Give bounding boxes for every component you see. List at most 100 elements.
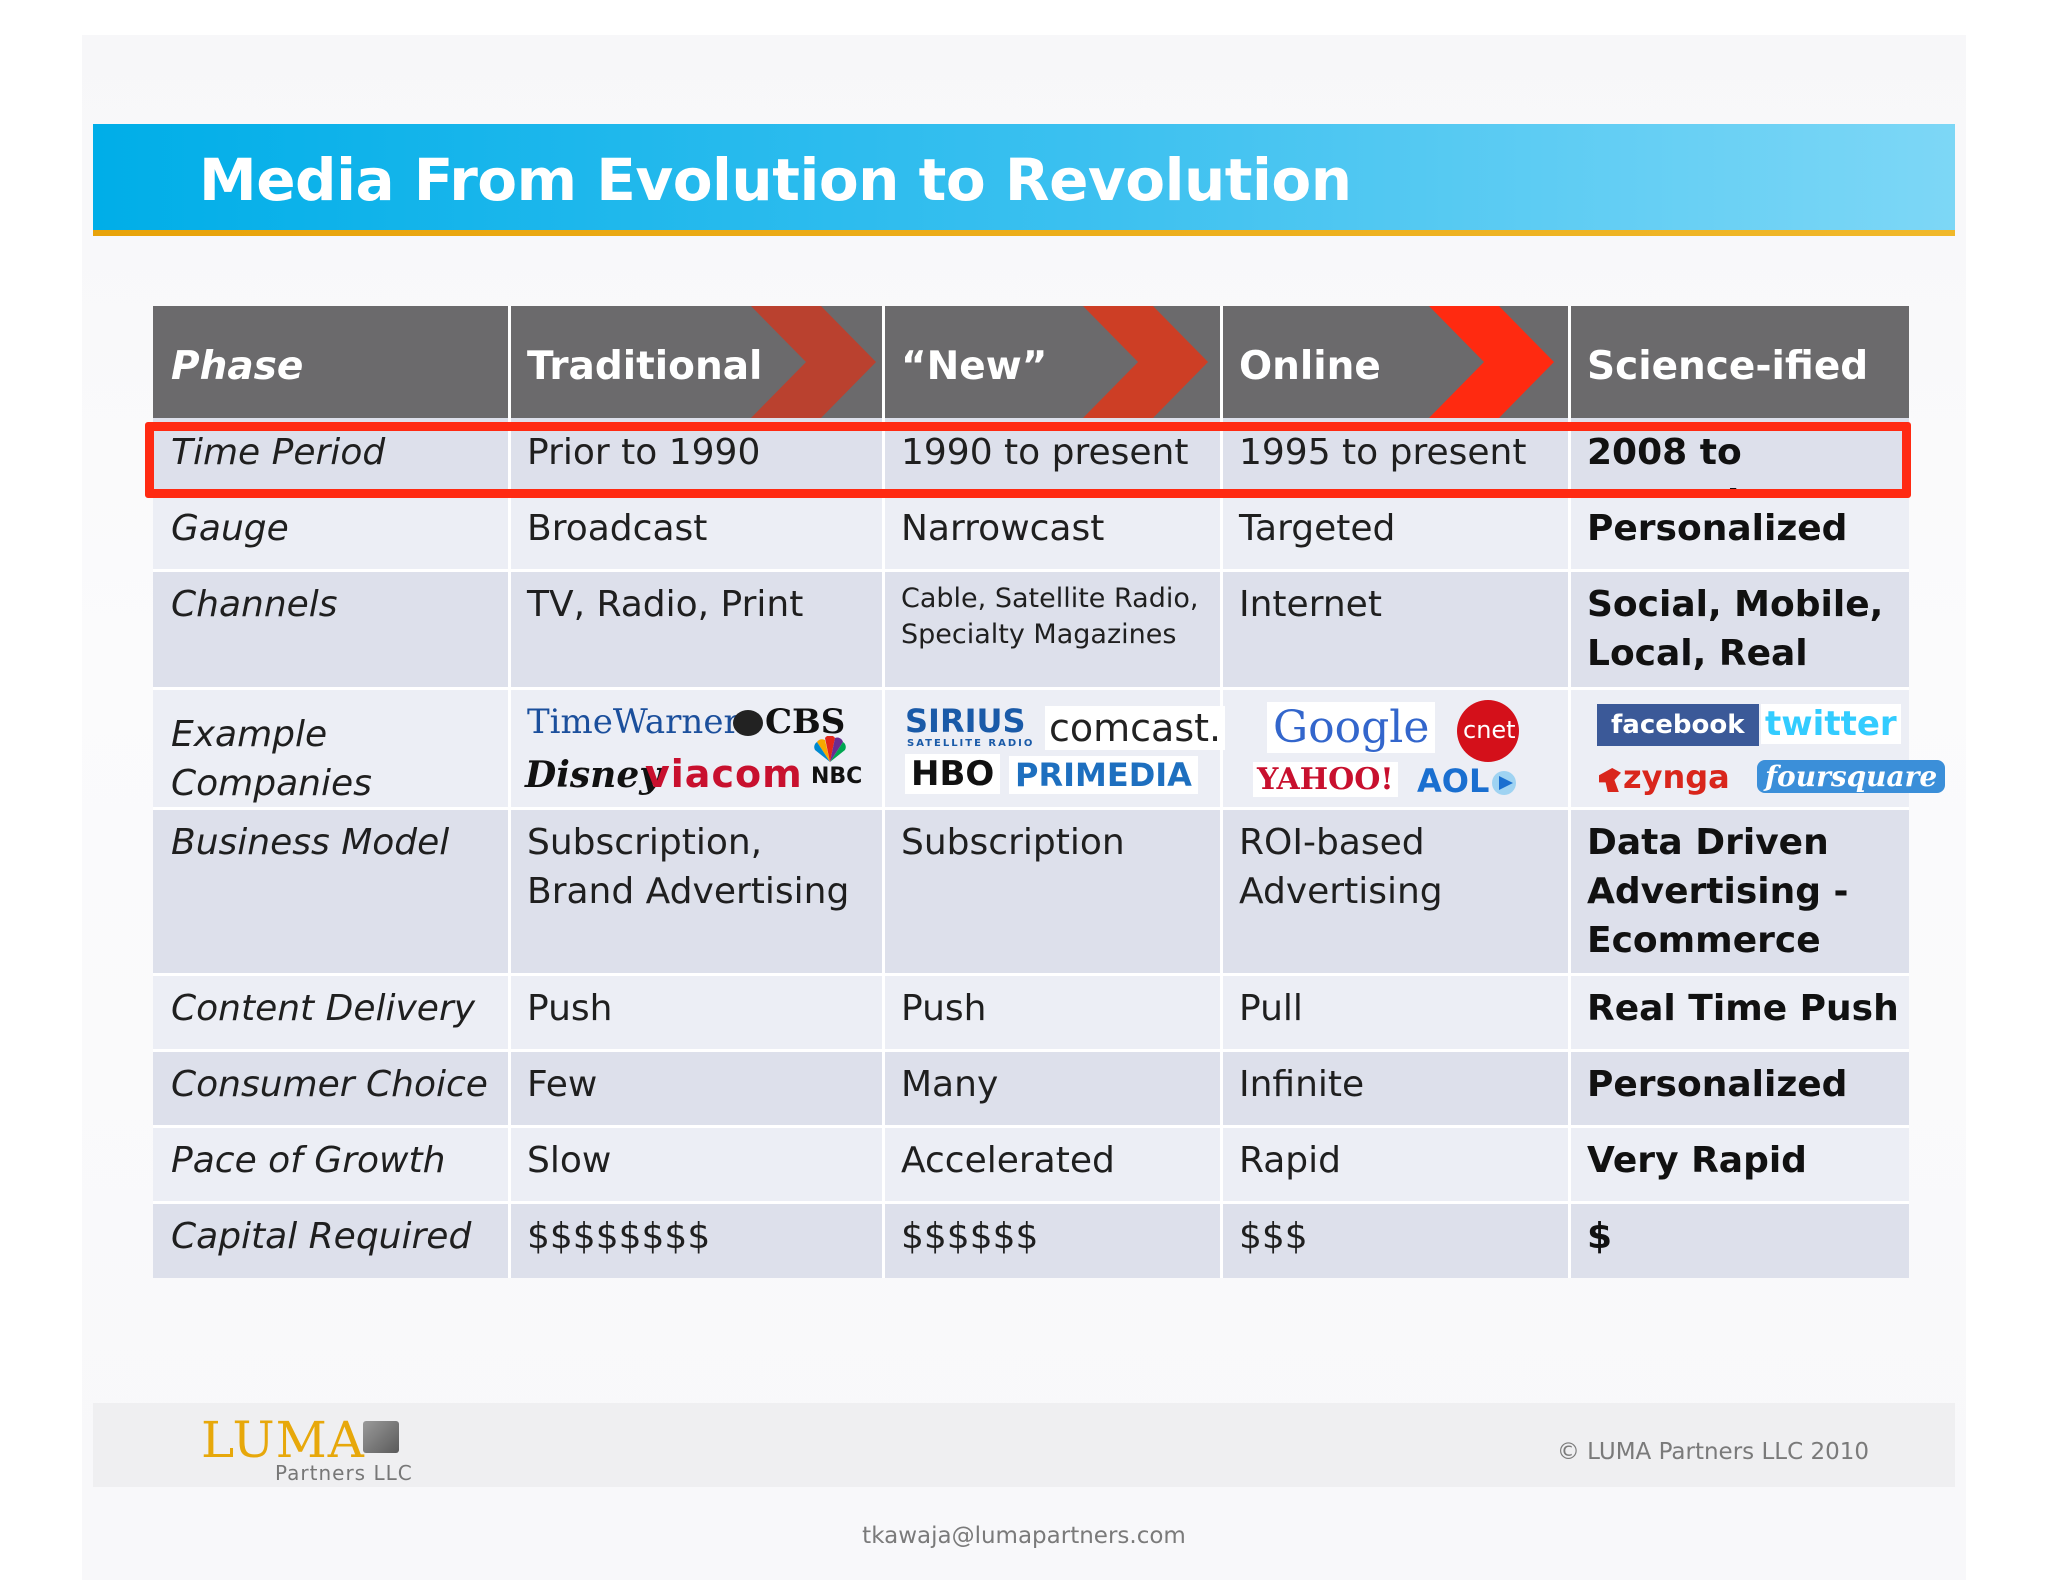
twitter-logo: twitter [1761, 704, 1901, 744]
table-cell: ROI-based [1239, 822, 1425, 863]
table-cell: Real Time Push [1587, 988, 1899, 1029]
page-title: Media From Evolution to Revolution [199, 146, 1352, 214]
foursquare-logo: foursquare [1757, 760, 1946, 793]
table-cell: Few [527, 1064, 598, 1105]
chevron-arrow-2-icon [1083, 306, 1208, 418]
table-cell: Push [527, 988, 613, 1029]
row-pace-of-growth: Pace of Growth Slow Accelerated Rapid Ve… [153, 1126, 1909, 1202]
table-cell: Social, Mobile, [1587, 584, 1884, 625]
row-consumer-choice: Consumer Choice Few Many Infinite Person… [153, 1050, 1909, 1126]
row-business-model: Business Model Subscription, Brand Adver… [153, 808, 1909, 974]
contact-email: tkawaja@lumapartners.com [862, 1523, 1186, 1549]
timewarner-logo: TimeWarner [527, 702, 740, 742]
row-label: Example [171, 714, 328, 755]
google-logo-text: Google [1273, 702, 1430, 753]
row-channels: Channels TV, Radio, Print Cable, Satelli… [153, 570, 1909, 723]
comcast-logo: comcast. [1045, 706, 1226, 750]
table-cell: Ecommerce [1587, 920, 1821, 961]
table-cell: Narrowcast [901, 508, 1105, 549]
column-divider [508, 306, 511, 1278]
row-content-delivery: Content Delivery Push Push Pull Real Tim… [153, 974, 1909, 1050]
google-logo: Google [1267, 702, 1436, 753]
luma-logo-badge-icon [363, 1421, 399, 1453]
viacom-logo: viacom [645, 752, 803, 796]
table-cell: Personalized [1587, 508, 1848, 549]
table-cell: Very Rapid [1587, 1140, 1807, 1181]
luma-logo-subtitle: Partners LLC [275, 1461, 413, 1485]
table-cell: Prior to 1990 [527, 432, 761, 473]
row-divider [153, 569, 1909, 572]
table-cell: Broadcast [527, 508, 708, 549]
primedia-logo: PRIMEDIA [1009, 756, 1198, 794]
table-cell: 1990 to present [901, 432, 1189, 473]
row-label: Gauge [171, 508, 289, 549]
table-cell: Rapid [1239, 1140, 1341, 1181]
cnet-badge [1457, 700, 1519, 762]
table-cell: Accelerated [901, 1140, 1115, 1181]
cbs-logo: CBS [765, 702, 846, 742]
row-label: Capital Required [171, 1216, 472, 1257]
table-cell: Pull [1239, 988, 1303, 1029]
zynga-logo: zynga [1623, 758, 1730, 796]
table-cell: Cable, Satellite Radio, [901, 583, 1199, 614]
row-example-companies: Example Companies TimeWarner CBS Disney … [153, 688, 1946, 808]
row-label: Content Delivery [171, 988, 476, 1029]
sirius-logo: SIRIUS [905, 702, 1026, 740]
table-cell: $$$$$$$$ [527, 1216, 711, 1257]
table-cell: Advertising - [1587, 871, 1849, 912]
column-divider [882, 306, 885, 1278]
chevron-arrow-1-icon [751, 306, 876, 418]
table-cell: Personalized [1587, 1064, 1848, 1105]
row-divider [153, 1049, 1909, 1052]
chevron-arrow-3-icon [1429, 306, 1554, 418]
table-cell: TV, Radio, Print [527, 584, 804, 625]
row-divider [153, 807, 1909, 810]
luma-logo: LUMA [201, 1411, 365, 1469]
title-bar: Media From Evolution to Revolution [93, 124, 1955, 236]
row-divider [153, 687, 1909, 690]
nbc-peacock-icon [813, 735, 847, 762]
row-gauge: Gauge Broadcast Narrowcast Targeted Pers… [153, 494, 1909, 570]
header-new: “New” [901, 344, 1048, 389]
yahoo-logo: YAHOO! [1253, 762, 1398, 797]
table-cell: Advertising [1239, 871, 1443, 912]
row-label: Business Model [171, 822, 450, 863]
table-cell: Internet [1239, 584, 1382, 625]
aol-logo: AOL [1417, 762, 1490, 800]
header-phase: Phase [171, 344, 304, 389]
sirius-tagline: SATELLITE RADIO [907, 738, 1035, 749]
table-cell: Many [901, 1064, 999, 1105]
header-traditional: Traditional [527, 344, 763, 389]
row-divider [153, 973, 1909, 976]
column-divider [1220, 306, 1223, 1278]
row-label: Pace of Growth [171, 1140, 446, 1181]
facebook-logo: facebook [1597, 704, 1759, 746]
row-label: Time Period [171, 432, 386, 473]
row-label: Channels [171, 584, 338, 625]
table-cell: $$$ [1239, 1216, 1308, 1257]
table-cell: $ [1587, 1216, 1613, 1257]
table-cell: 1995 to present [1239, 432, 1527, 473]
row-label: Consumer Choice [171, 1064, 488, 1105]
table-cell: Infinite [1239, 1064, 1365, 1105]
table-cell: Slow [527, 1140, 612, 1181]
table-cell: Specialty Magazines [901, 619, 1177, 650]
header-online: Online [1239, 344, 1381, 389]
row-label: Companies [171, 763, 372, 804]
table-cell: Brand Advertising [527, 871, 850, 912]
row-divider [153, 1125, 1909, 1128]
footer-band: LUMA Partners LLC © LUMA Partners LLC 20… [93, 1403, 1955, 1487]
time-period-highlight-box [145, 422, 1911, 498]
table-cell: Data Driven [1587, 822, 1829, 863]
header-science-ified: Science-ified [1587, 344, 1869, 389]
row-divider [153, 1201, 1909, 1204]
table-cell: Subscription [901, 822, 1125, 863]
aol-triangle-icon [1489, 768, 1519, 798]
disney-logo: Disney [525, 754, 661, 796]
copyright-text: © LUMA Partners LLC 2010 [1556, 1439, 1869, 1465]
column-divider [1568, 306, 1571, 1278]
table-cell: $$$$$$ [901, 1216, 1039, 1257]
cbs-eye-icon [733, 710, 763, 736]
hbo-logo: HBO [905, 754, 1001, 794]
table-cell: Subscription, [527, 822, 763, 863]
